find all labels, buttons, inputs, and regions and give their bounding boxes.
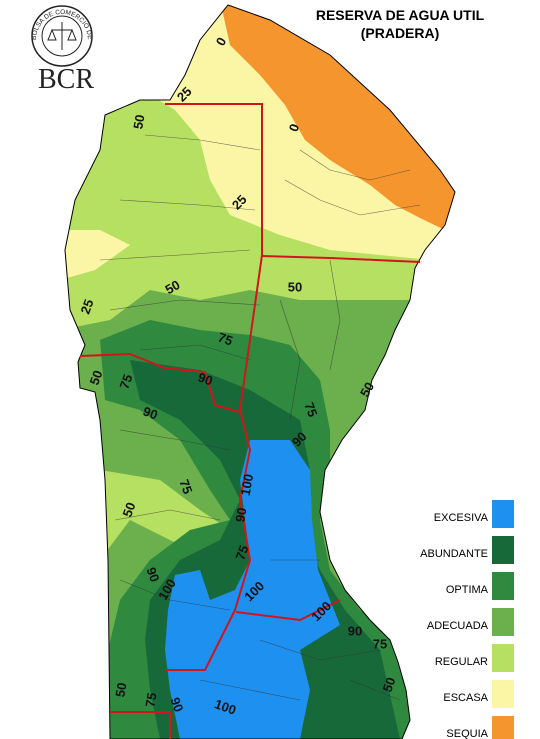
district-lines [99, 134, 421, 701]
contour-label: 50 [119, 500, 138, 519]
contour-label: 75 [116, 372, 135, 391]
legend-swatch [492, 716, 514, 739]
contour-label: 90 [167, 695, 186, 714]
legend-swatch [492, 644, 514, 672]
contour-label: 50 [288, 279, 302, 294]
legend-label: OPTIMA [446, 584, 489, 596]
legend-label: ADECUADA [427, 620, 489, 632]
contour-label: 90 [141, 403, 160, 422]
logo-name: BCR [38, 64, 94, 95]
contour-label: 90 [348, 623, 362, 638]
legend-swatch [492, 572, 514, 600]
legend-label: SEQUIA [446, 728, 488, 739]
contour-label: 50 [357, 379, 377, 399]
contour-label: 75 [176, 477, 195, 496]
contour-label: 75 [373, 636, 387, 651]
contour-label: 50 [130, 113, 147, 130]
contour-label: 50 [379, 675, 398, 694]
legend-swatch [492, 536, 514, 564]
legend-label: EXCESIVA [434, 512, 489, 524]
contour-label: 90 [196, 369, 215, 388]
zone [220, 5, 455, 235]
map-subtitle: (PRADERA) [361, 25, 440, 41]
contour-label: 50 [162, 277, 182, 297]
contour-label: 75 [142, 691, 159, 708]
contour-label: 100 [238, 473, 257, 497]
legend-swatch [492, 500, 514, 528]
legend-label: REGULAR [435, 656, 488, 668]
legend-label: ESCASA [443, 692, 488, 704]
province-borders [79, 103, 421, 739]
legend-label: ABUNDANTE [420, 548, 488, 560]
contour-label: 25 [77, 297, 96, 316]
contour-label: 50 [86, 368, 105, 387]
contour-label: 100 [213, 696, 239, 718]
contour-label: 75 [216, 329, 235, 348]
contour-label: 90 [232, 506, 249, 523]
contour-label: 75 [232, 543, 251, 562]
contour-label: 0 [286, 122, 303, 134]
legend-swatch [492, 608, 514, 636]
contour-label: 50 [112, 681, 129, 698]
zone [65, 230, 130, 280]
legend-swatch [492, 680, 514, 708]
contour-label: 75 [301, 400, 320, 419]
seal: BOLSA DE COMERCIO DE ROSARIO [0, 0, 93, 67]
map-title: RESERVA DE AGUA UTIL [316, 7, 485, 23]
contour-label: 90 [143, 565, 162, 584]
legend: EXCESIVA ABUNDANTE OPTIMA ADECUADA REGULAR ES… [420, 500, 514, 739]
